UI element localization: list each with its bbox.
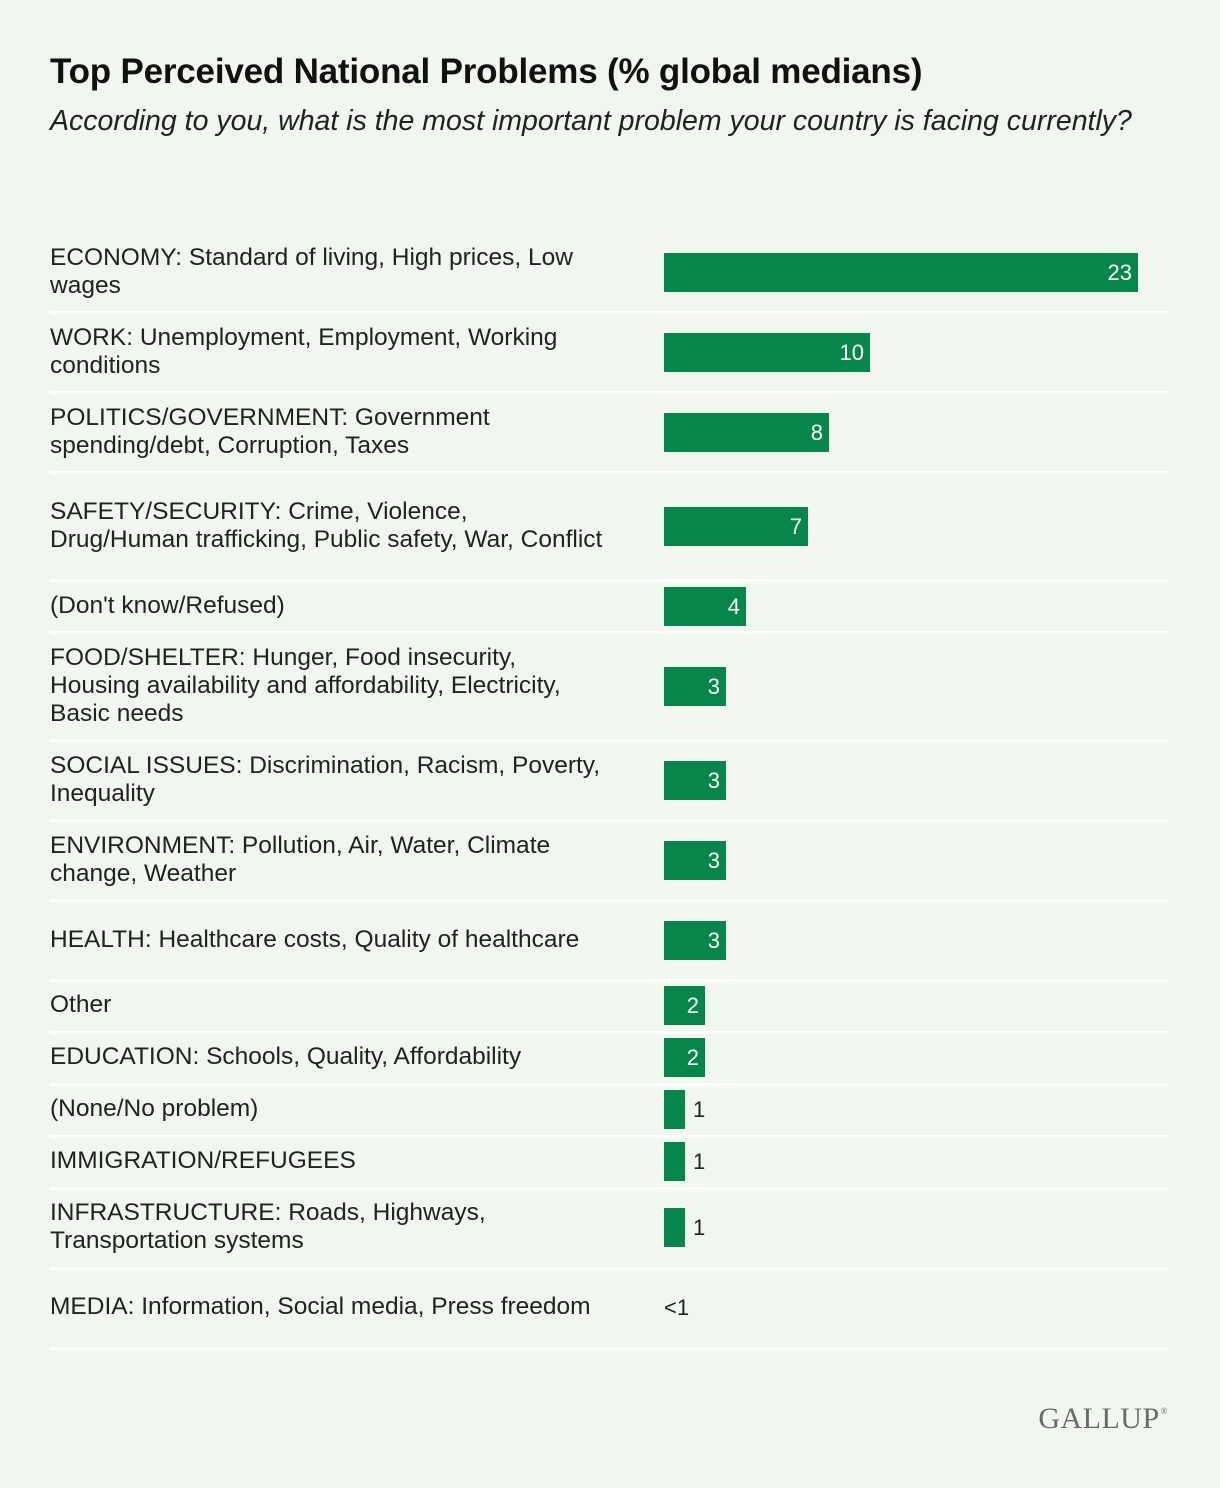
gallup-logo: GALLUP® <box>1038 1402 1168 1435</box>
bar <box>664 667 726 706</box>
category-label: EDUCATION: Schools, Quality, Affordabili… <box>50 1043 522 1070</box>
data-label: 3 <box>707 928 720 953</box>
data-label: 2 <box>686 1045 699 1070</box>
chart-title: Top Perceived National Problems (% globa… <box>50 52 923 91</box>
data-label: 23 <box>1107 260 1132 285</box>
data-label: 7 <box>789 514 802 539</box>
bar <box>664 413 829 452</box>
bar <box>664 1038 705 1077</box>
category-label: POLITICS/GOVERNMENT: Government spending… <box>50 404 490 459</box>
row-divider <box>50 471 1169 474</box>
category-label: SAFETY/SECURITY: Crime, Violence, Drug/H… <box>50 498 603 553</box>
category-label: ECONOMY: Standard of living, High prices… <box>50 244 573 299</box>
row-divider <box>50 739 1169 742</box>
category-label: IMMIGRATION/REFUGEES <box>50 1147 356 1174</box>
row-divider <box>50 1267 1169 1270</box>
data-label: 8 <box>810 420 823 445</box>
category-label: MEDIA: Information, Social media, Press … <box>50 1293 591 1320</box>
data-label: 3 <box>707 674 720 699</box>
category-label: ENVIRONMENT: Pollution, Air, Water, Clim… <box>50 832 551 887</box>
data-label: 4 <box>727 594 740 619</box>
chart-subtitle: According to you, what is the most impor… <box>50 105 1132 137</box>
row-divider <box>50 1187 1169 1190</box>
category-label: FOOD/SHELTER: Hunger, Food insecurity, H… <box>50 644 561 727</box>
bar <box>664 841 726 880</box>
category-label: Other <box>50 991 112 1018</box>
category-label: (Don't know/Refused) <box>50 592 285 619</box>
bar <box>664 587 746 626</box>
bar <box>664 1142 685 1181</box>
bar <box>664 253 1138 292</box>
bar <box>664 761 726 800</box>
row-divider <box>50 1031 1169 1034</box>
category-label: INFRASTRUCTURE: Roads, Highways, Transpo… <box>50 1199 486 1254</box>
row-divider <box>50 579 1169 582</box>
category-label: WORK: Unemployment, Employment, Working … <box>50 324 558 379</box>
data-label: 2 <box>686 993 699 1018</box>
bar <box>664 1090 685 1129</box>
row-divider <box>50 311 1169 314</box>
category-label: SOCIAL ISSUES: Discrimination, Racism, P… <box>50 752 601 807</box>
row-divider <box>50 1347 1169 1350</box>
row-divider <box>50 979 1169 982</box>
data-label: 10 <box>839 340 864 365</box>
row-divider <box>50 631 1169 634</box>
bar <box>664 507 808 546</box>
bar <box>664 986 705 1025</box>
bar <box>664 1208 685 1247</box>
data-label: 1 <box>693 1097 706 1122</box>
row-divider <box>50 391 1169 394</box>
row-divider <box>50 819 1169 822</box>
data-label: 1 <box>693 1149 706 1174</box>
bar <box>664 921 726 960</box>
category-label: (None/No problem) <box>50 1095 259 1122</box>
row-divider <box>50 1135 1169 1138</box>
category-label: HEALTH: Healthcare costs, Quality of hea… <box>50 926 580 953</box>
row-divider <box>50 899 1169 902</box>
data-label: 3 <box>707 848 720 873</box>
bar <box>664 333 870 372</box>
row-divider <box>50 1083 1169 1086</box>
data-label: <1 <box>664 1295 690 1320</box>
data-label: 3 <box>707 768 720 793</box>
data-label: 1 <box>693 1215 706 1240</box>
